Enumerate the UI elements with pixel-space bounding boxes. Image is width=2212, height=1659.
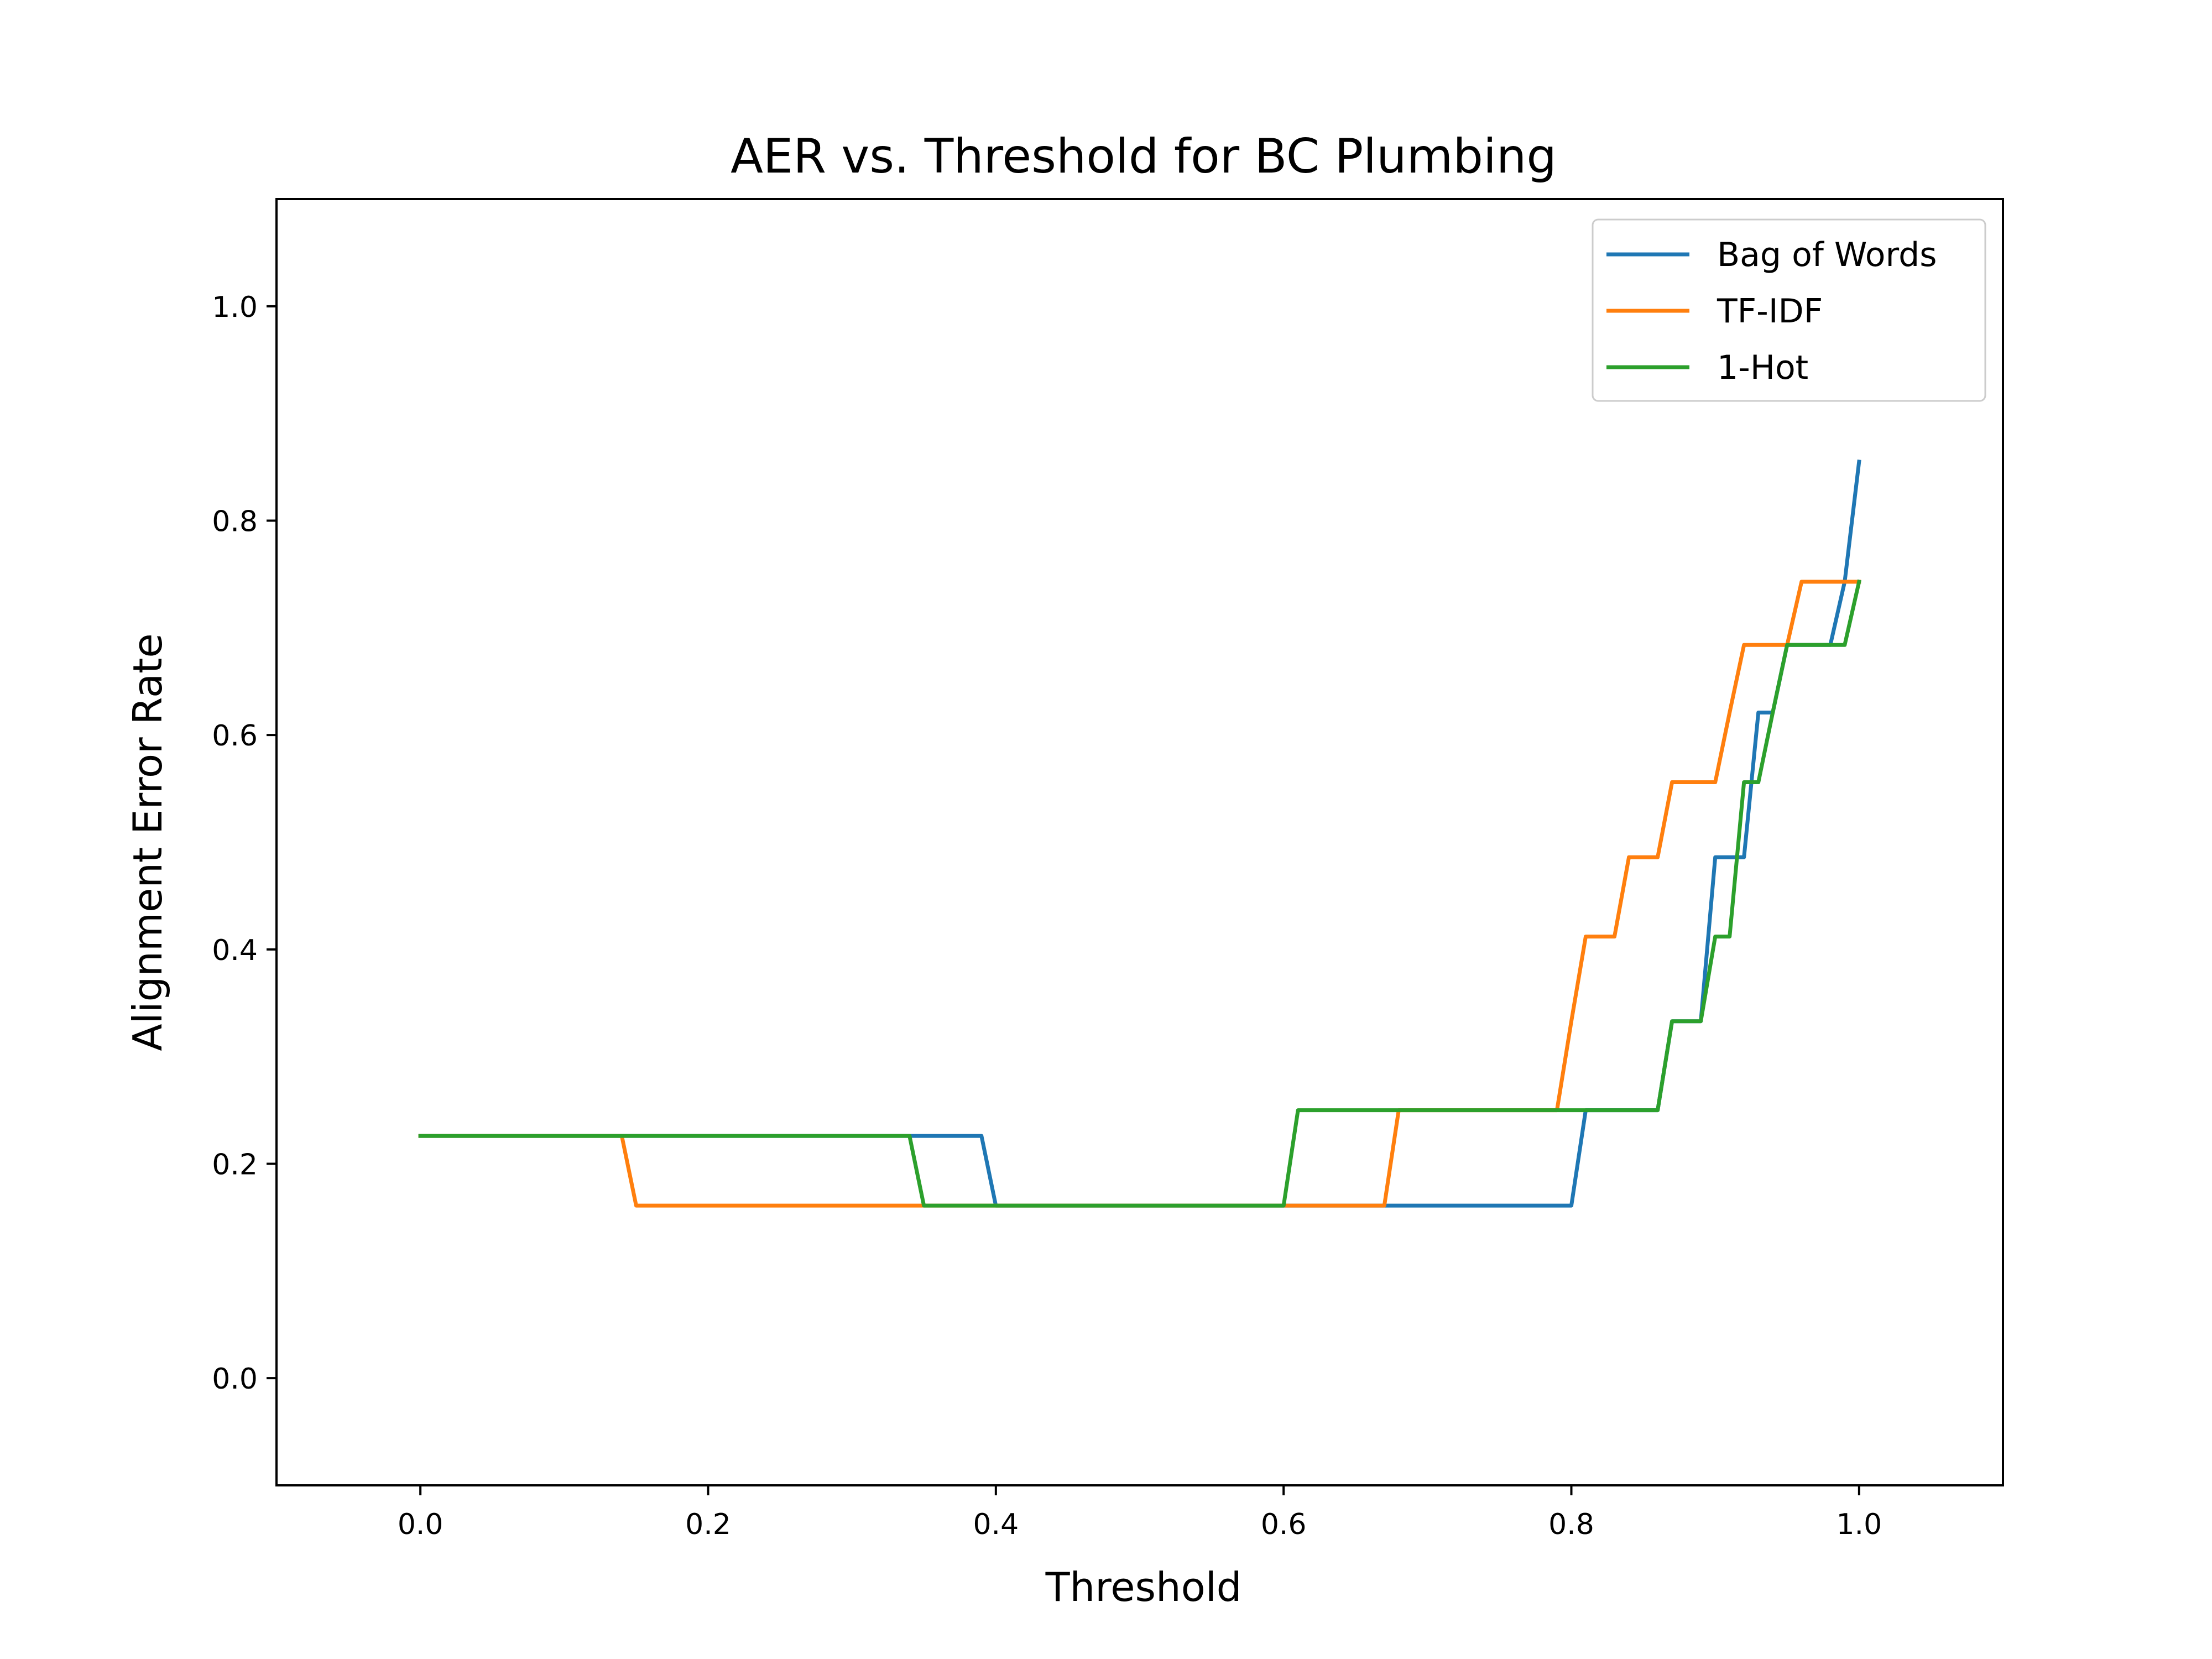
y-axis-title: Alignment Error Rate [124, 633, 171, 1051]
series-line-1-hot [418, 579, 1861, 1208]
x-axis-title: Threshold [1045, 1564, 1242, 1610]
x-tick-label: 0.2 [685, 1508, 731, 1541]
y-tick-label: 0.6 [212, 719, 258, 753]
x-axis-ticks: 0.0 0.2 0.4 0.6 0.8 1.0 [398, 1485, 1882, 1541]
y-tick-label: 0.4 [212, 934, 258, 967]
chart-title: AER vs. Threshold for BC Plumbing [731, 129, 1557, 184]
y-tick-label: 0.0 [212, 1363, 258, 1396]
x-tick-label: 0.4 [973, 1508, 1019, 1541]
plot-frame [275, 198, 2004, 1486]
legend-box [1592, 218, 1986, 402]
series-layer [418, 460, 1861, 1208]
x-tick-label: 0.6 [1261, 1508, 1307, 1541]
legend-label-bag-of-words: Bag of Words [1717, 236, 1937, 274]
y-tick-label: 0.2 [212, 1149, 258, 1182]
x-tick-label: 1.0 [1836, 1508, 1882, 1541]
legend: Bag of Words TF-IDF 1-Hot [1592, 218, 1986, 402]
x-tick-label: 0.8 [1548, 1508, 1594, 1541]
y-tick-label: 1.0 [212, 291, 258, 324]
plot-area [276, 199, 2003, 1485]
y-axis-ticks: 0.0 0.2 0.4 0.6 0.8 1.0 [212, 291, 276, 1396]
legend-label-tf-idf: TF-IDF [1717, 292, 1823, 331]
legend-label-1-hot: 1-Hot [1717, 348, 1808, 387]
y-tick-label: 0.8 [212, 505, 258, 539]
x-tick-label: 0.0 [398, 1508, 444, 1541]
